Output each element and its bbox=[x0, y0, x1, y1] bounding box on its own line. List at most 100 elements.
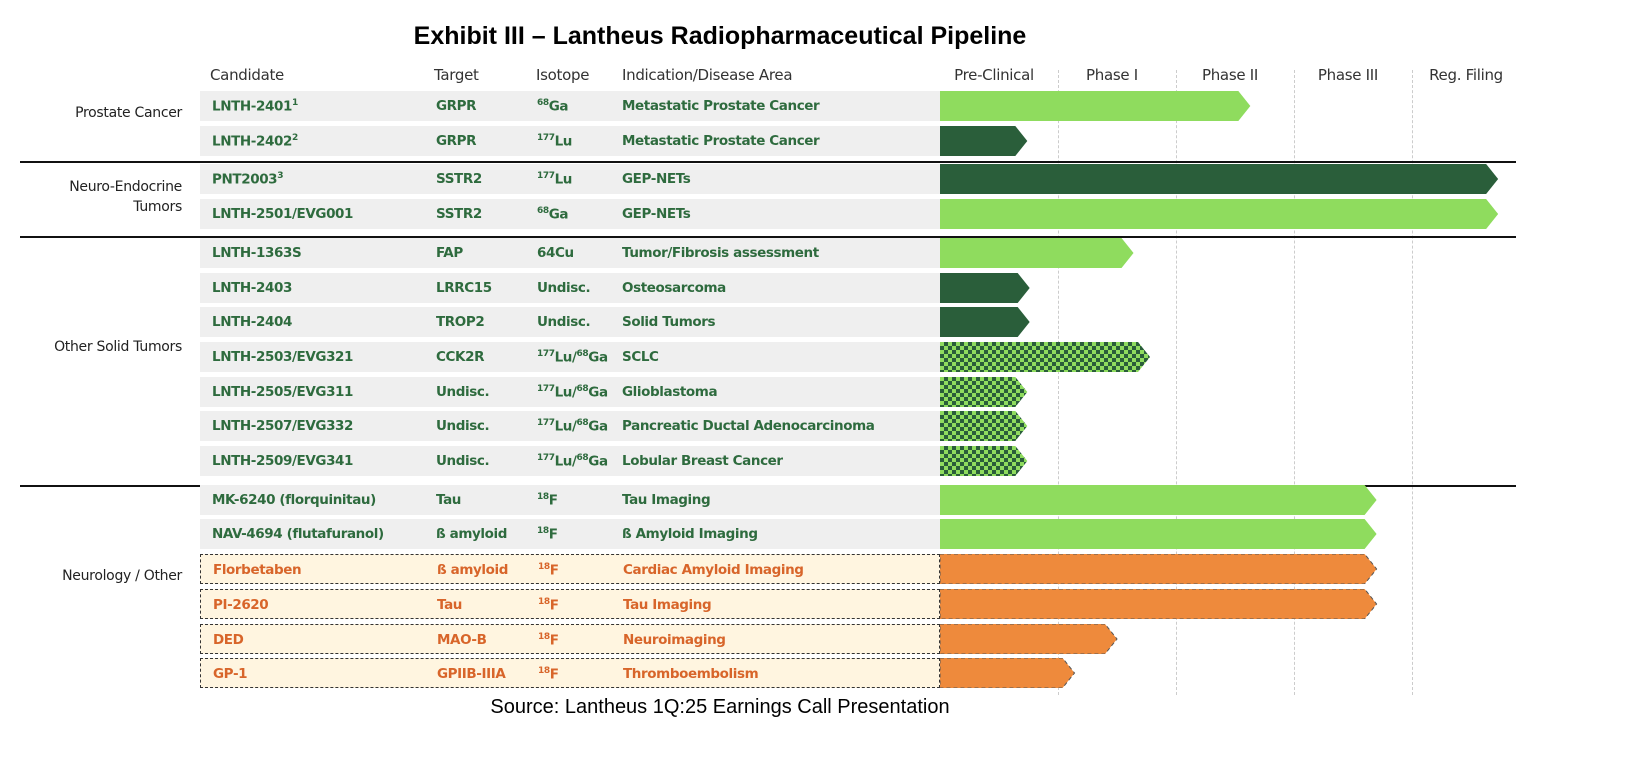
progress-bar-dark bbox=[940, 164, 1499, 195]
indication-cell: GEP-NETs bbox=[622, 171, 691, 188]
pipeline-row: LNTH-2404 TROP2 Undisc. Solid Tumors bbox=[200, 307, 940, 338]
isotope-mass: 68 bbox=[576, 453, 589, 463]
footnote-marker: 2 bbox=[291, 132, 298, 143]
isotope-element: F bbox=[549, 597, 559, 614]
isotope-mass: 18 bbox=[538, 562, 550, 573]
target-cell: ß amyloid bbox=[436, 526, 507, 543]
bar-arrow bbox=[940, 588, 1378, 619]
isotope-mass: 18 bbox=[537, 526, 549, 537]
header-isotope: Isotope bbox=[536, 66, 590, 84]
pipeline-row: LNTH-2509/EVG341 Undisc. 177Lu/68Ga Lobular… bbox=[200, 446, 940, 476]
candidate-cell: LNTH-2501/EVG001 bbox=[212, 206, 353, 222]
candidate-name: LNTH-2507/EVG332 bbox=[212, 418, 354, 435]
isotope-cell: 18F bbox=[538, 597, 559, 614]
target-cell: SSTR2 bbox=[436, 206, 482, 223]
isotope-cell: 18F bbox=[538, 632, 559, 649]
footnote-marker: 1 bbox=[291, 98, 298, 108]
pipeline-row: NAV-4694 (flutafuranol) ß amyloid 18F ß Amy… bbox=[200, 519, 940, 550]
candidate-cell: LNTH-24022 bbox=[212, 133, 298, 150]
bar-arrow bbox=[940, 411, 1028, 442]
progress-bar-light bbox=[940, 519, 1377, 550]
pipeline-row: PI-2620 Tau 18F Tau Imaging bbox=[200, 588, 940, 619]
isotope-cell: 177Lu bbox=[537, 133, 572, 150]
isotope-element: Lu/ bbox=[554, 349, 577, 366]
isotope-element: Ga bbox=[588, 349, 608, 366]
pipeline-row: LNTH-2501/EVG001 SSTR2 68Ga GEP-NETs bbox=[200, 199, 940, 230]
header-indication: Indication/Disease Area bbox=[622, 66, 793, 84]
bar-arrow bbox=[940, 91, 1251, 121]
isotope-mass: 177 bbox=[537, 383, 555, 394]
progress-bar-orange bbox=[940, 623, 1118, 654]
isotope-cell: 64Cu bbox=[537, 245, 574, 261]
exhibit-title: Exhibit III – Lantheus Radiopharmaceutic… bbox=[413, 22, 1027, 50]
target-cell: FAP bbox=[436, 244, 463, 261]
progress-bar-checker bbox=[940, 411, 1028, 442]
candidate-name: LNTH-2401 bbox=[212, 98, 292, 115]
isotope-element: F bbox=[548, 492, 558, 509]
candidate-name: LNTH-1363S bbox=[212, 244, 302, 261]
target-cell: MAO-B bbox=[437, 631, 487, 648]
target-cell: SSTR2 bbox=[436, 171, 482, 188]
indication-cell: Metastatic Prostate Cancer bbox=[622, 132, 820, 149]
group-divider bbox=[20, 236, 1516, 238]
target-cell: TROP2 bbox=[436, 314, 485, 331]
target-cell: ß amyloid bbox=[437, 562, 508, 579]
isotope-element: F bbox=[549, 562, 559, 579]
isotope-mass: 18 bbox=[538, 596, 550, 607]
pipeline-row: LNTH-24022 GRPR 177Lu Metastatic Prostate C… bbox=[200, 125, 940, 156]
candidate-name: LNTH-2404 bbox=[212, 314, 292, 331]
candidate-name: Florbetaben bbox=[213, 562, 302, 579]
isotope-mass: 177 bbox=[537, 348, 555, 359]
group-label: Neuro-Endocrine Tumors bbox=[69, 178, 182, 215]
indication-cell: Solid Tumors bbox=[622, 314, 716, 331]
bar-arrow bbox=[940, 484, 1377, 515]
indication-cell: Thromboembolism bbox=[623, 666, 759, 683]
bar-arrow bbox=[940, 199, 1499, 230]
candidate-cell: LNTH-24011 bbox=[212, 98, 298, 115]
target-cell: GPIIB-IIIA bbox=[437, 666, 506, 683]
candidate-name: GP-1 bbox=[213, 666, 248, 683]
isotope-cell: 177Lu/68Ga bbox=[537, 453, 608, 470]
isotope-cell: 177Lu/68Ga bbox=[537, 384, 608, 401]
candidate-cell: GP-1 bbox=[213, 666, 248, 683]
candidate-cell: LNTH-1363S bbox=[212, 244, 302, 261]
target-cell: Tau bbox=[436, 491, 461, 508]
indication-cell: Tau Imaging bbox=[622, 491, 711, 508]
pipeline-row: LNTH-2403 LRRC15 Undisc. Osteosarcoma bbox=[200, 272, 940, 303]
isotope-cell: 68Ga bbox=[537, 98, 569, 115]
progress-bar-orange bbox=[940, 554, 1378, 585]
phase-header: Phase I bbox=[1086, 66, 1138, 84]
isotope-element: Ga bbox=[548, 98, 569, 115]
indication-cell: Glioblastoma bbox=[622, 383, 718, 400]
indication-cell: Metastatic Prostate Cancer bbox=[622, 98, 820, 114]
candidate-name: DED bbox=[213, 631, 244, 648]
indication-cell: GEP-NETs bbox=[622, 206, 691, 223]
candidate-cell: LNTH-2404 bbox=[212, 314, 292, 330]
candidate-name: LNTH-2402 bbox=[212, 133, 292, 150]
candidate-name: PI-2620 bbox=[213, 596, 269, 613]
isotope-mass: 68 bbox=[537, 206, 549, 217]
isotope-cell: 177Lu/68Ga bbox=[537, 349, 608, 366]
isotope-cell: 68Ga bbox=[537, 206, 569, 223]
phase-divider bbox=[1294, 70, 1295, 695]
phase-divider bbox=[1058, 70, 1059, 695]
isotope-element: 64Cu bbox=[537, 244, 574, 261]
progress-bar-checker bbox=[940, 341, 1151, 372]
indication-cell: Cardiac Amyloid Imaging bbox=[623, 562, 804, 579]
isotope-element: Lu bbox=[554, 133, 573, 150]
candidate-name: LNTH-2505/EVG311 bbox=[212, 383, 354, 400]
indication-cell: Osteosarcoma bbox=[622, 279, 726, 296]
bar-arrow bbox=[940, 554, 1378, 585]
isotope-cell: 177Lu bbox=[537, 171, 572, 188]
bar-arrow bbox=[940, 272, 1030, 303]
isotope-cell: 18F bbox=[538, 562, 559, 579]
isotope-element: F bbox=[549, 632, 559, 648]
candidate-name: LNTH-2509/EVG341 bbox=[212, 453, 354, 469]
phase-divider bbox=[1176, 70, 1177, 695]
phase-header: Reg. Filing bbox=[1429, 66, 1503, 84]
target-cell: Tau bbox=[437, 596, 462, 613]
isotope-cell: 177Lu/68Ga bbox=[537, 418, 608, 435]
isotope-cell: Undisc. bbox=[537, 280, 591, 296]
isotope-mass: 18 bbox=[538, 631, 550, 642]
